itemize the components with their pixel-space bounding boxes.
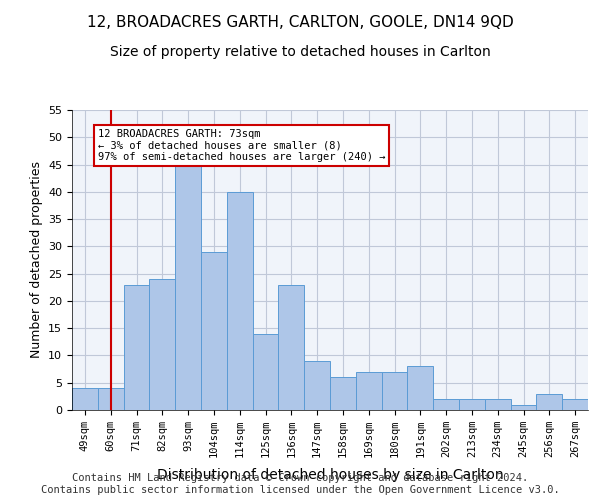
Bar — [433, 399, 459, 410]
Text: Size of property relative to detached houses in Carlton: Size of property relative to detached ho… — [110, 45, 490, 59]
Bar — [201, 252, 227, 410]
Bar — [330, 378, 356, 410]
Bar — [459, 399, 485, 410]
Text: 12 BROADACRES GARTH: 73sqm
← 3% of detached houses are smaller (8)
97% of semi-d: 12 BROADACRES GARTH: 73sqm ← 3% of detac… — [98, 129, 385, 162]
Bar — [485, 399, 511, 410]
Bar — [175, 159, 201, 410]
Bar — [382, 372, 407, 410]
Text: Contains HM Land Registry data © Crown copyright and database right 2024.
Contai: Contains HM Land Registry data © Crown c… — [41, 474, 559, 495]
X-axis label: Distribution of detached houses by size in Carlton: Distribution of detached houses by size … — [157, 468, 503, 482]
Bar — [562, 399, 588, 410]
Bar — [72, 388, 98, 410]
Bar — [253, 334, 278, 410]
Text: 12, BROADACRES GARTH, CARLTON, GOOLE, DN14 9QD: 12, BROADACRES GARTH, CARLTON, GOOLE, DN… — [86, 15, 514, 30]
Y-axis label: Number of detached properties: Number of detached properties — [29, 162, 43, 358]
Bar — [304, 361, 330, 410]
Bar — [149, 279, 175, 410]
Bar — [124, 284, 149, 410]
Bar — [356, 372, 382, 410]
Bar — [98, 388, 124, 410]
Bar — [227, 192, 253, 410]
Bar — [536, 394, 562, 410]
Bar — [511, 404, 536, 410]
Bar — [407, 366, 433, 410]
Bar — [278, 284, 304, 410]
